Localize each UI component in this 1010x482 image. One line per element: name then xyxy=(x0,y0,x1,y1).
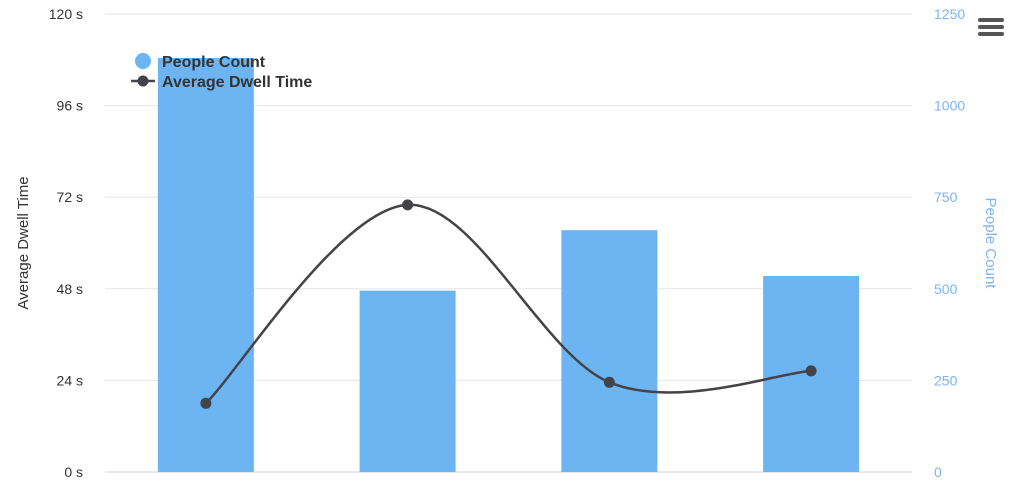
left-tick-label: 0 s xyxy=(64,464,83,480)
bar xyxy=(359,290,456,472)
right-tick-label: 1250 xyxy=(934,6,965,22)
line-point xyxy=(402,199,414,211)
line-point xyxy=(805,365,817,377)
left-tick-label: 48 s xyxy=(57,281,83,297)
right-axis-title: People Count xyxy=(982,198,999,290)
left-tick-label: 96 s xyxy=(57,98,83,114)
left-axis-ticks: 0 s 24 s 48 s 72 s 96 s 120 s xyxy=(49,6,83,480)
hamburger-menu-icon xyxy=(978,18,1004,22)
line-path xyxy=(204,203,812,405)
line-point xyxy=(603,376,615,388)
left-axis-title: Average Dwell Time xyxy=(15,176,32,309)
legend-bar-symbol xyxy=(135,53,151,69)
right-tick-label: 1000 xyxy=(934,98,965,114)
left-tick-label: 72 s xyxy=(57,189,83,205)
bar xyxy=(157,57,254,473)
right-tick-label: 0 xyxy=(934,464,942,480)
legend-item-people-count: People Count xyxy=(162,54,266,71)
right-tick-label: 750 xyxy=(934,189,958,205)
right-tick-label: 250 xyxy=(934,372,958,388)
line-point xyxy=(200,397,212,409)
left-tick-label: 120 s xyxy=(49,6,83,22)
legend[interactable]: People Count Average Dwell Time xyxy=(131,53,312,91)
bar xyxy=(561,230,658,472)
legend-item-average-dwell-time: Average Dwell Time xyxy=(162,74,312,91)
bar-series xyxy=(157,57,860,473)
right-axis-ticks: 0 250 500 750 1000 1250 xyxy=(934,6,965,480)
legend-line-marker xyxy=(137,75,149,87)
right-tick-label: 500 xyxy=(934,281,958,297)
line-series xyxy=(200,199,817,409)
left-tick-label: 24 s xyxy=(57,372,83,388)
chart-menu-button[interactable] xyxy=(978,18,1004,42)
